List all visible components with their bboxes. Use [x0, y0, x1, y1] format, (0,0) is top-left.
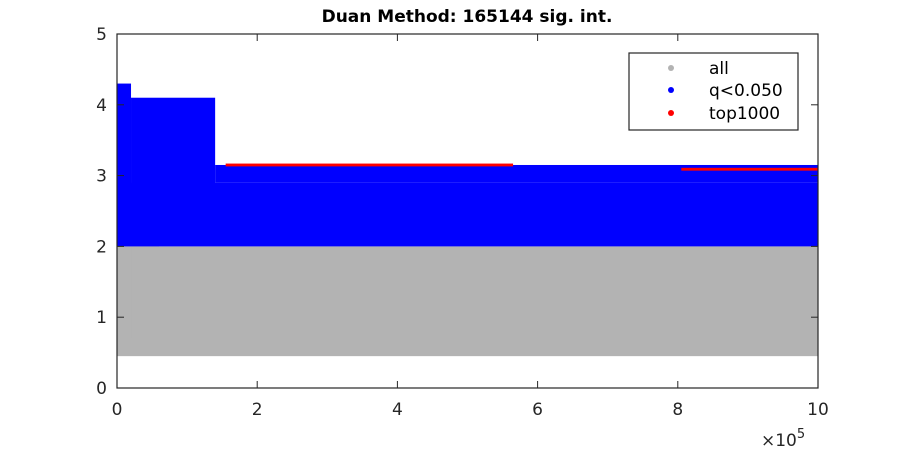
- y-tick-label: 4: [96, 96, 107, 116]
- x-tick-label: 0: [112, 400, 123, 420]
- x-tick-label: 6: [532, 400, 543, 420]
- series-1-region-0: [117, 182, 818, 247]
- x-axis-exponent: ×105: [761, 427, 805, 450]
- plot-area-frame: [116, 33, 819, 389]
- y-tick-label: 5: [96, 25, 107, 45]
- x-tick-label: 2: [252, 400, 263, 420]
- legend-label-all: all: [709, 59, 729, 79]
- chart-title: Duan Method: 165144 sig. int.: [322, 7, 613, 27]
- legend-label-top1000: top1000: [709, 104, 780, 124]
- x-axis-exponent-base: ×10: [761, 431, 797, 450]
- legend-marker-all: [668, 65, 674, 71]
- legend-marker-q: [668, 87, 674, 93]
- series-1-region-1: [117, 83, 132, 226]
- legend-box: [628, 52, 799, 131]
- data-layer: [117, 83, 818, 357]
- legend: all q<0.050 top1000: [628, 52, 799, 131]
- series-2-region-1: [681, 167, 818, 171]
- x-axis: 0 2 4 6 8 10: [112, 34, 829, 420]
- series-1-region-2: [131, 97, 216, 240]
- legend-marker-top1000: [668, 110, 674, 116]
- x-axis-exponent-power: 5: [797, 427, 805, 442]
- y-tick-label: 0: [96, 379, 107, 399]
- series-1-region-3: [215, 164, 818, 183]
- legend-label-q: q<0.050: [709, 81, 783, 101]
- y-tick-label: 3: [96, 167, 107, 187]
- y-tick-label: 2: [96, 237, 107, 257]
- x-tick-label: 4: [392, 400, 403, 420]
- x-tick-label: 8: [672, 400, 683, 420]
- series-2-region-0: [225, 163, 514, 167]
- y-tick-label: 1: [96, 308, 107, 328]
- series-0-region-0: [117, 246, 818, 357]
- y-axis: 0 1 2 3 4 5: [96, 25, 818, 399]
- x-tick-label: 10: [807, 400, 829, 420]
